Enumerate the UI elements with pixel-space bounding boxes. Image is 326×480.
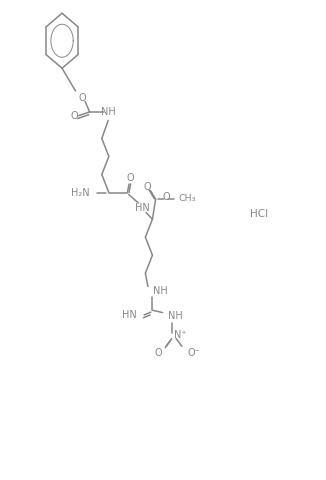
Text: O: O xyxy=(70,111,78,120)
Text: O⁻: O⁻ xyxy=(187,348,200,359)
Text: CH₃: CH₃ xyxy=(179,194,196,203)
Text: O: O xyxy=(79,93,86,103)
Text: O: O xyxy=(162,192,170,202)
Text: NH: NH xyxy=(101,107,116,117)
Text: N⁺: N⁺ xyxy=(174,330,187,340)
Text: HCl: HCl xyxy=(250,209,268,219)
Text: H₂N: H₂N xyxy=(71,188,90,198)
Text: NH: NH xyxy=(169,312,183,322)
Text: HN: HN xyxy=(135,203,150,213)
Text: NH: NH xyxy=(153,286,168,296)
Text: HN: HN xyxy=(122,310,137,320)
Text: O: O xyxy=(126,173,134,183)
Text: O: O xyxy=(144,182,152,192)
Text: O: O xyxy=(155,348,162,359)
